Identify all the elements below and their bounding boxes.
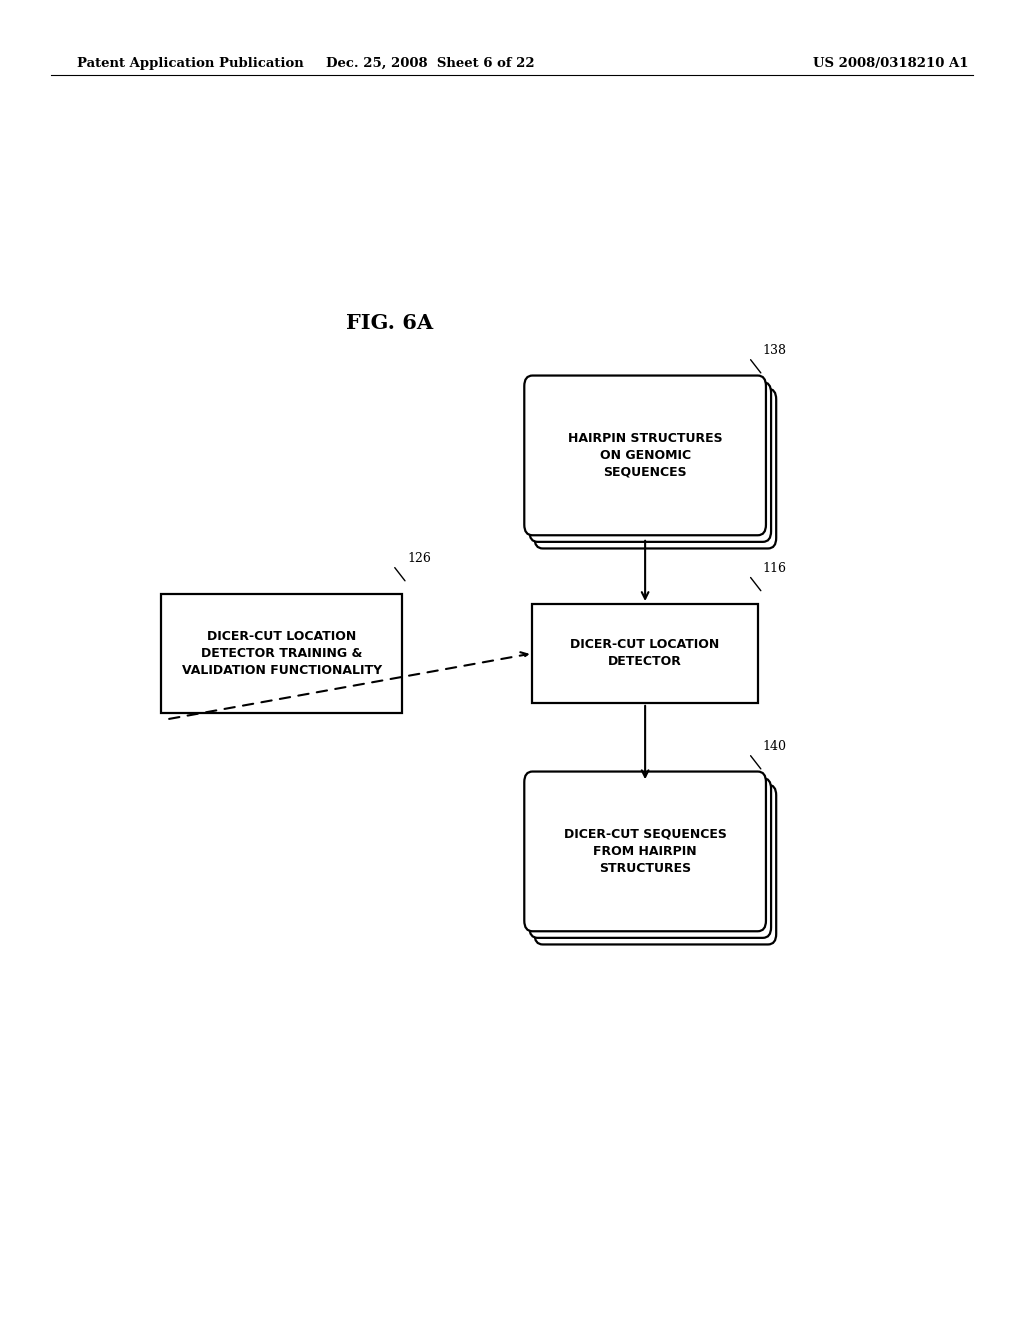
Text: 116: 116: [763, 562, 786, 576]
FancyBboxPatch shape: [529, 777, 771, 937]
Bar: [162, 594, 401, 713]
Text: HAIRPIN STRUCTURES
ON GENOMIC
SEQUENCES: HAIRPIN STRUCTURES ON GENOMIC SEQUENCES: [567, 432, 723, 479]
FancyBboxPatch shape: [535, 388, 776, 549]
Text: DICER-CUT SEQUENCES
FROM HAIRPIN
STRUCTURES: DICER-CUT SEQUENCES FROM HAIRPIN STRUCTU…: [563, 828, 727, 875]
Text: 140: 140: [763, 741, 786, 752]
Text: 138: 138: [763, 345, 786, 356]
Text: Dec. 25, 2008  Sheet 6 of 22: Dec. 25, 2008 Sheet 6 of 22: [326, 57, 535, 70]
Text: FIG. 6A: FIG. 6A: [345, 313, 433, 334]
FancyBboxPatch shape: [529, 383, 771, 541]
Text: 126: 126: [408, 552, 431, 565]
Text: Patent Application Publication: Patent Application Publication: [77, 57, 303, 70]
FancyBboxPatch shape: [524, 771, 766, 932]
Text: US 2008/0318210 A1: US 2008/0318210 A1: [813, 57, 969, 70]
Bar: [532, 605, 758, 702]
Text: DICER-CUT LOCATION
DETECTOR: DICER-CUT LOCATION DETECTOR: [570, 639, 720, 668]
FancyBboxPatch shape: [535, 784, 776, 945]
Text: DICER-CUT LOCATION
DETECTOR TRAINING &
VALIDATION FUNCTIONALITY: DICER-CUT LOCATION DETECTOR TRAINING & V…: [181, 630, 382, 677]
FancyBboxPatch shape: [524, 375, 766, 536]
